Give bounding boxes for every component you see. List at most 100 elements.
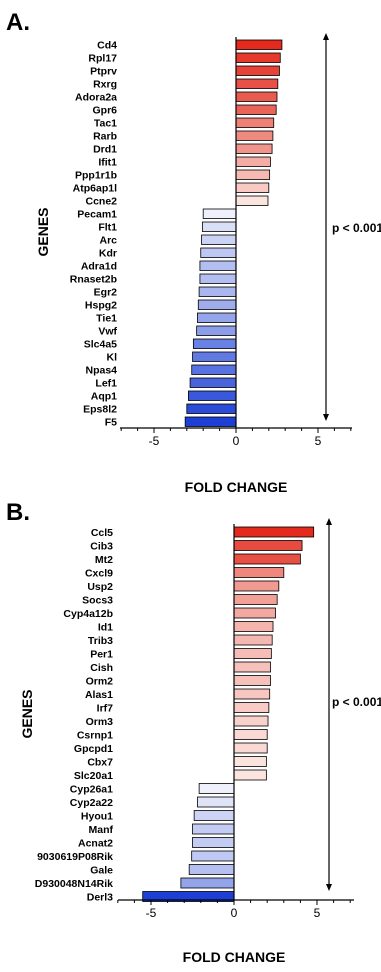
bar-Ccl5: [233, 526, 315, 538]
bar-Usp2: [233, 580, 280, 592]
category-label-F5: F5: [105, 417, 117, 429]
bar-Rarb: [235, 130, 274, 141]
category-label-Npas4: Npas4: [85, 365, 117, 377]
bar-Ptprv: [235, 65, 280, 76]
category-label-Adora2a: Adora2a: [75, 92, 117, 104]
category-label-Rnaset2b: Rnaset2b: [70, 274, 117, 286]
x-axis-label-a: FOLD CHANGE: [185, 479, 288, 495]
bar-Aqp1: [188, 390, 237, 401]
bar-Pecam1: [202, 208, 237, 219]
category-label-Gpr6: Gpr6: [92, 105, 117, 117]
bar-Npas4: [191, 364, 237, 375]
bar-Slc20a1: [233, 769, 267, 781]
panel-b: B. GENES FOLD CHANGE p < 0.001 Ccl5Cib3M…: [6, 499, 381, 965]
bar-Lef1: [189, 377, 237, 388]
bar-Orm2: [233, 675, 271, 686]
arrow-head-down-icon: [326, 884, 332, 891]
category-label-Kl: Kl: [107, 352, 118, 364]
bar-Irf7: [233, 702, 270, 713]
bar-F5: [184, 416, 237, 427]
panel-label-b: B.: [6, 499, 30, 526]
category-label-Ifit1: Ifit1: [98, 157, 117, 169]
y-axis-label-a: GENES: [35, 207, 51, 256]
bar-Cish: [233, 661, 271, 673]
bar-Atp6ap1l: [235, 182, 270, 193]
bar-Adra1d: [199, 260, 237, 271]
category-label-Ptprv: Ptprv: [90, 66, 117, 78]
category-label-Cxcl9: Cxcl9: [85, 568, 113, 580]
category-label-Orm3: Orm3: [86, 716, 114, 728]
category-label-Drd1: Drd1: [93, 144, 117, 156]
bar-Mt2: [233, 553, 301, 565]
x-tick-label: 0: [233, 434, 240, 448]
significance-annotation-b: p < 0.001: [332, 695, 381, 709]
bar-Drd1: [235, 143, 273, 154]
bar-Cxcl9: [233, 567, 285, 578]
bar-Rpl17: [235, 52, 281, 63]
category-label-Gpcpd1: Gpcpd1: [74, 743, 113, 755]
bar-Gpr6: [235, 104, 277, 115]
bar-Hyou1: [193, 810, 235, 821]
category-label-Arc: Arc: [99, 235, 117, 247]
bar-Egr2: [198, 286, 237, 297]
bar-Cbx7: [233, 756, 267, 767]
bar-Cd4: [235, 39, 283, 50]
category-label-Adra1d: Adra1d: [81, 261, 117, 273]
bar-Cyp2a22: [197, 796, 235, 808]
category-label-Cyp4a12b: Cyp4a12b: [63, 608, 113, 620]
category-label-Csrnp1: Csrnp1: [77, 730, 113, 742]
category-label-Cbx7: Cbx7: [87, 757, 113, 769]
category-label-Rxrg: Rxrg: [93, 79, 117, 91]
category-label-Id1: Id1: [98, 622, 113, 634]
category-label-Alas1: Alas1: [85, 689, 113, 701]
bar-Tie1: [197, 312, 237, 323]
x-tick-label: -5: [149, 434, 160, 448]
bar-Tac1: [235, 117, 275, 128]
bar-Acnat2: [192, 837, 235, 848]
bar-D930048N14Rik: [180, 877, 235, 889]
bar-Vwf: [196, 325, 237, 336]
bar-Trib3: [233, 634, 273, 646]
category-label-Cib3: Cib3: [90, 541, 113, 553]
category-label-Cyp26a1: Cyp26a1: [70, 784, 113, 796]
bar-Cyp4a12b: [233, 607, 276, 619]
category-label-Kdr: Kdr: [99, 248, 117, 260]
category-label-Ccne2: Ccne2: [85, 196, 117, 208]
bar-Manf: [192, 823, 235, 835]
x-tick-label: 0: [231, 906, 238, 920]
bar-Ccne2: [235, 195, 269, 206]
category-label-Pecam1: Pecam1: [77, 209, 117, 221]
y-axis-label-b: GENES: [19, 689, 35, 738]
bar-Csrnp1: [233, 729, 268, 740]
bar-Gale: [188, 864, 235, 875]
bar-Ifit1: [235, 156, 271, 167]
category-label-Cd4: Cd4: [97, 40, 117, 52]
bar-Alas1: [233, 688, 271, 700]
bar-Id1: [233, 621, 274, 632]
bar-Gpcpd1: [233, 742, 268, 754]
x-tick-label: -5: [146, 906, 157, 920]
bar-Socs3: [233, 594, 278, 605]
bar-Ppp1r1b: [235, 169, 271, 180]
category-label-Atp6ap1l: Atp6ap1l: [73, 183, 117, 195]
bar-Kl: [192, 351, 237, 362]
category-label-D930048N14Rik: D930048N14Rik: [35, 878, 113, 890]
category-label-Tac1: Tac1: [94, 118, 117, 130]
category-label-Cish: Cish: [90, 662, 113, 674]
bar-Rxrg: [235, 78, 279, 89]
category-label-Flt1: Flt1: [98, 222, 117, 234]
panel-label-a: A.: [6, 9, 30, 36]
category-label-Irf7: Irf7: [97, 703, 114, 715]
x-tick-label: 5: [315, 434, 322, 448]
category-label-Hyou1: Hyou1: [81, 811, 113, 823]
category-label-Trib3: Trib3: [88, 635, 113, 647]
category-label-Vwf: Vwf: [98, 326, 117, 338]
category-label-Aqp1: Aqp1: [91, 391, 117, 403]
category-label-Ppp1r1b: Ppp1r1b: [75, 170, 117, 182]
category-label-Tie1: Tie1: [96, 313, 117, 325]
category-label-Rarb: Rarb: [93, 131, 117, 143]
arrow-head-up-icon: [326, 518, 332, 525]
category-label-Egr2: Egr2: [94, 287, 118, 299]
bar-Cib3: [233, 540, 303, 551]
